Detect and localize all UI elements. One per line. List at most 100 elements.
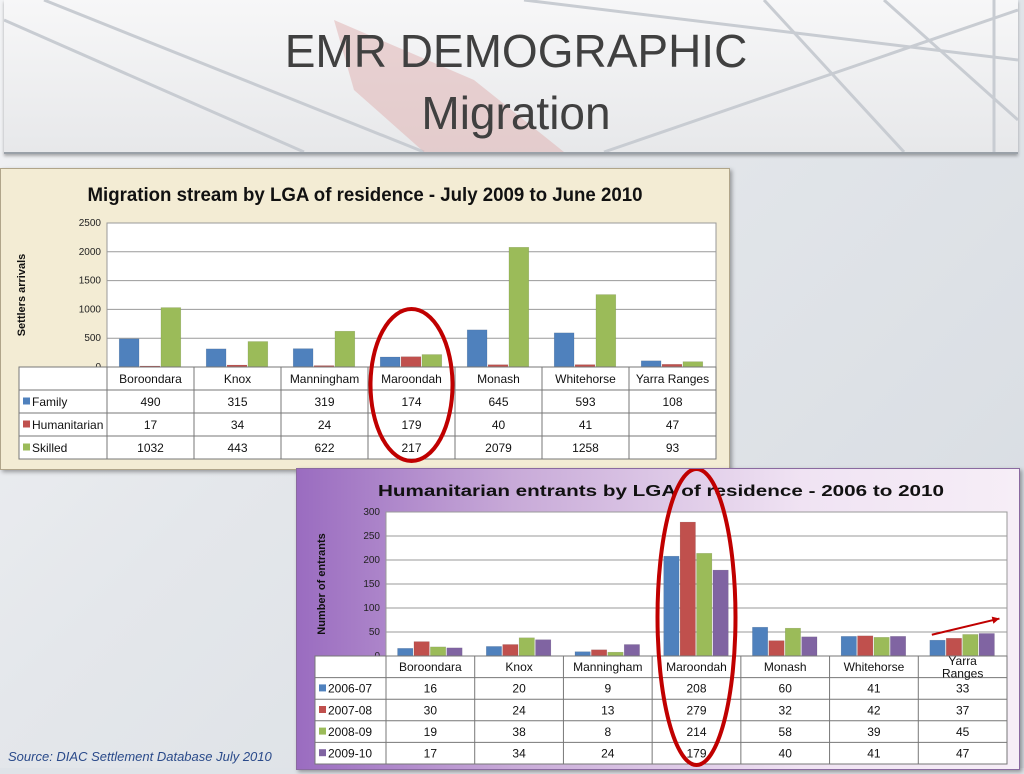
table-cell-2006-07-whitehorse: 41: [867, 682, 881, 696]
bar-family-maroondah: [379, 356, 401, 368]
table-cell-skilled-manningham: 622: [314, 441, 334, 455]
table-cell-2008-09-monash: 58: [779, 725, 793, 739]
table-cell-skilled-knox: 443: [227, 441, 247, 455]
bar-2007-08-whitehorse: [857, 635, 874, 657]
table-cell-2008-09-knox: 38: [512, 725, 526, 739]
y-tick-label: 250: [363, 531, 380, 542]
table-cell-humanitarian-boroondara: 17: [144, 418, 158, 432]
migration-stream-chart-panel: Migration stream by LGA of residence - J…: [0, 168, 730, 470]
table-cell-2007-08-boroondara: 30: [424, 703, 438, 717]
y-tick-label: 150: [363, 579, 380, 590]
table-cell-2009-10-maroondah: 179: [686, 747, 706, 761]
table-cell-2008-09-maroondah: 214: [686, 725, 706, 739]
table-cell-2006-07-monash: 60: [779, 682, 793, 696]
category-label-monash: Monash: [764, 660, 807, 674]
bar-2009-10-manningham: [623, 644, 640, 657]
table-cell-2008-09-boroondara: 19: [424, 725, 438, 739]
table-cell-humanitarian-yarra-ranges: 47: [666, 418, 680, 432]
table-cell-2008-09-manningham: 8: [604, 725, 611, 739]
legend-label-family: Family: [32, 395, 67, 409]
bar-family-whitehorse: [553, 332, 575, 368]
chart-title: Migration stream by LGA of residence - J…: [88, 185, 643, 206]
bar-2009-10-whitehorse: [890, 636, 907, 657]
table-cell-2009-10-manningham: 24: [601, 747, 615, 761]
table-cell-2007-08-monash: 32: [779, 703, 793, 717]
table-cell-family-boroondara: 490: [140, 395, 160, 409]
table-cell-family-whitehorse: 593: [575, 395, 595, 409]
highlight-ellipse-maroondah: [655, 467, 738, 767]
bar-family-knox: [205, 348, 227, 368]
bar-family-yarra-ranges: [640, 360, 662, 368]
table-cell-humanitarian-whitehorse: 41: [579, 418, 593, 432]
legend-label-2006-07: 2006-07: [328, 682, 372, 696]
table-cell-2007-08-manningham: 13: [601, 703, 615, 717]
category-label-boroondara: Boroondara: [119, 372, 182, 386]
bar-skilled-manningham: [334, 330, 356, 368]
table-cell-2006-07-boroondara: 16: [424, 682, 438, 696]
y-tick-label: 1000: [79, 304, 102, 315]
y-axis-label: Settlers arrivals: [16, 254, 28, 337]
category-label-whitehorse: Whitehorse: [555, 372, 616, 386]
table-cell-humanitarian-maroondah: 179: [401, 418, 421, 432]
table-cell-skilled-whitehorse: 1258: [572, 441, 599, 455]
table-cell-2006-07-yarra-ranges: 33: [956, 682, 970, 696]
bar-family-manningham: [292, 348, 314, 368]
bar-skilled-knox: [247, 341, 269, 368]
bar-2006-07-monash: [752, 626, 769, 657]
bar-2008-09-whitehorse: [873, 637, 890, 657]
category-label-monash: Monash: [477, 372, 520, 386]
table-cell-family-manningham: 319: [314, 395, 334, 409]
legend-key-2008-09: [319, 727, 326, 735]
legend-label-2009-10: 2009-10: [328, 747, 372, 761]
bar-2006-07-manningham: [574, 651, 591, 657]
y-axis-label: Number of entrants: [316, 533, 328, 634]
table-cell-family-knox: 315: [227, 395, 247, 409]
table-cell-humanitarian-manningham: 24: [318, 418, 332, 432]
y-tick-label: 1500: [79, 276, 102, 287]
table-cell-2007-08-whitehorse: 42: [867, 703, 881, 717]
table-cell-2007-08-yarra-ranges: 37: [956, 703, 970, 717]
table-cell-2009-10-boroondara: 17: [424, 747, 438, 761]
category-label-whitehorse: Whitehorse: [844, 660, 905, 674]
y-tick-label: 2000: [79, 247, 102, 258]
legend-key-family: [23, 397, 30, 405]
y-tick-label: 500: [84, 333, 101, 344]
humanitarian-entrants-chart: Humanitarian entrants by LGA of residenc…: [314, 467, 1008, 767]
legend-key-skilled: [23, 443, 30, 451]
table-cell-2006-07-manningham: 9: [604, 682, 611, 696]
banner-decoration: [4, 0, 1018, 152]
bar-2008-09-monash: [784, 627, 801, 657]
category-label-boroondara: Boroondara: [399, 660, 462, 674]
trend-arrow-head: [991, 616, 1000, 624]
bar-2008-09-manningham: [607, 651, 624, 657]
bar-2006-07-maroondah: [663, 555, 680, 657]
bar-2009-10-knox: [535, 639, 552, 657]
table-cell-skilled-yarra-ranges: 93: [666, 441, 680, 455]
legend-key-2009-10: [319, 749, 326, 757]
table-cell-2008-09-yarra-ranges: 45: [956, 725, 970, 739]
bar-2006-07-yarra-ranges: [929, 639, 946, 657]
bar-2006-07-whitehorse: [840, 636, 857, 657]
y-tick-label: 2500: [79, 218, 102, 229]
table-cell-2009-10-knox: 34: [512, 747, 526, 761]
bar-skilled-monash: [508, 246, 530, 368]
bar-2008-09-boroondara: [430, 646, 447, 657]
bar-2007-08-manningham: [591, 649, 608, 657]
table-cell-humanitarian-knox: 34: [231, 418, 245, 432]
table-cell-2007-08-knox: 24: [512, 703, 526, 717]
bar-2007-08-knox: [502, 644, 519, 657]
table-cell-skilled-monash: 2079: [485, 441, 512, 455]
table-cell-2009-10-monash: 40: [779, 747, 793, 761]
table-cell-2006-07-knox: 20: [512, 682, 526, 696]
bar-2008-09-maroondah: [696, 553, 713, 657]
bar-2009-10-boroondara: [446, 647, 463, 657]
bar-2009-10-monash: [801, 636, 818, 657]
category-label-manningham: Manningham: [573, 660, 642, 674]
y-tick-label: 100: [363, 603, 380, 614]
bar-skilled-yarra-ranges: [682, 361, 704, 368]
bar-family-monash: [466, 329, 488, 368]
slide-title: EMR DEMOGRAPHIC: [284, 25, 748, 77]
humanitarian-entrants-chart-panel: Humanitarian entrants by LGA of residenc…: [296, 467, 1020, 770]
table-cell-2007-08-maroondah: 279: [686, 703, 706, 717]
bar-skilled-maroondah: [421, 354, 443, 368]
